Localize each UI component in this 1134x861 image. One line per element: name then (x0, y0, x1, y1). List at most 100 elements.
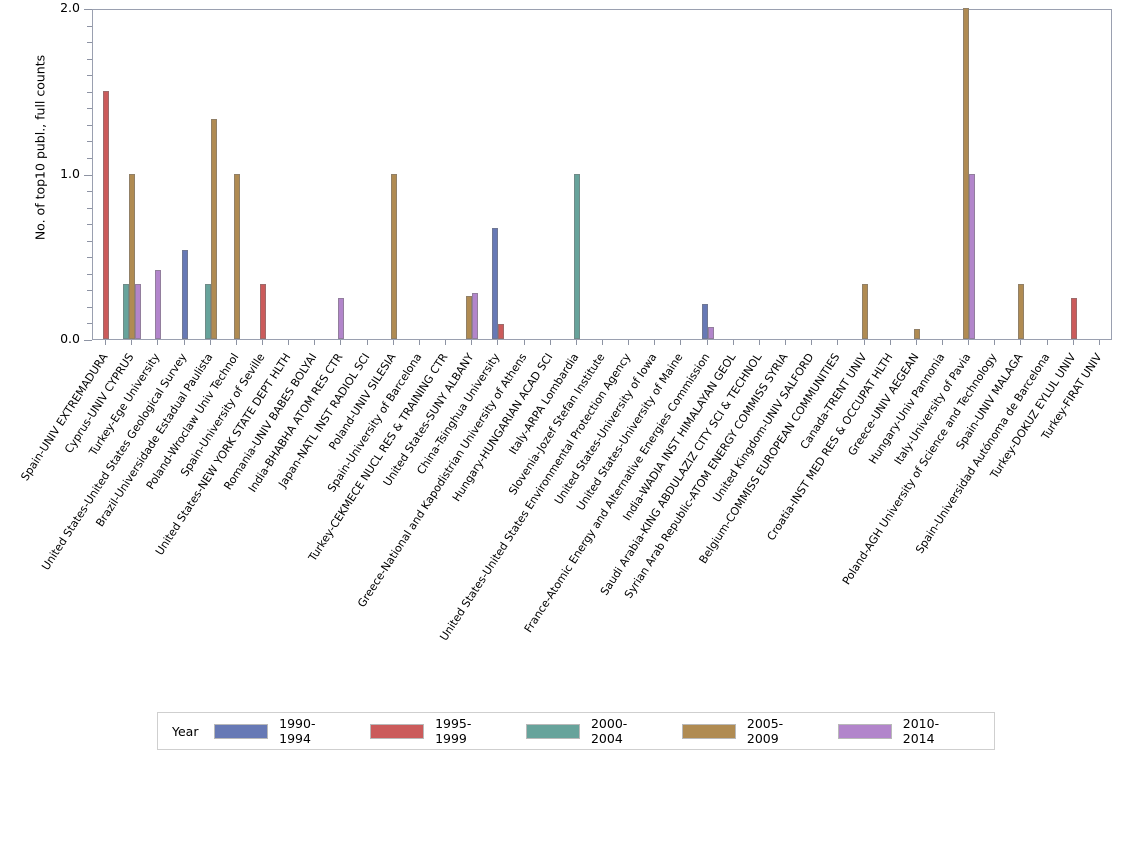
bar-group (224, 10, 250, 339)
bar-group (851, 10, 877, 339)
x-tick (915, 340, 917, 345)
legend-swatch (526, 723, 580, 739)
legend-swatch (214, 723, 269, 739)
x-tick (706, 340, 708, 345)
legend-label: 1995-1999 (435, 716, 472, 746)
bar-group (119, 10, 145, 339)
y-minor-tick (87, 323, 92, 325)
x-tick (262, 340, 263, 345)
bar (338, 297, 345, 339)
bar-group (695, 10, 721, 339)
bar-group (1061, 10, 1087, 339)
x-tick (392, 340, 394, 345)
y-tick-label: 2.0 (60, 0, 80, 15)
bar-group (904, 10, 930, 339)
legend-label: 1990-1994 (279, 716, 316, 746)
bar (492, 228, 499, 339)
bar (707, 327, 714, 339)
bar (466, 295, 473, 339)
x-tick (863, 340, 865, 345)
bar (472, 292, 479, 339)
bar (913, 329, 920, 339)
x-tick (942, 340, 943, 345)
y-tick-label: 0.0 (60, 331, 80, 346)
x-tick (680, 340, 682, 345)
x-tick (1020, 340, 1022, 345)
x-tick (235, 340, 237, 345)
x-tick (418, 340, 420, 345)
bar (155, 269, 162, 339)
plot-area (92, 8, 1112, 340)
bar-group (564, 10, 590, 339)
x-tick (314, 340, 316, 345)
bar-group (145, 10, 171, 339)
legend-item[interactable]: 2005-2009 (682, 716, 812, 746)
x-tick (785, 340, 787, 345)
legend-label: 2010-2014 (902, 716, 940, 746)
x-tick (1046, 340, 1048, 345)
x-tick (968, 340, 970, 345)
y-minor-tick (87, 290, 92, 292)
bar (390, 173, 397, 339)
legend-title: Year (172, 723, 199, 739)
y-minor-tick (87, 58, 92, 60)
bar (233, 173, 240, 339)
legend-items: 1990-1994 1995-1999 2000-2004 2005-2009 2010… (214, 716, 994, 746)
bar (963, 8, 970, 339)
legend-item[interactable]: 2010-2014 (838, 716, 968, 746)
bar (135, 284, 142, 339)
bar (103, 90, 110, 339)
bar (204, 284, 211, 339)
y-major-tick (84, 340, 92, 341)
bar-group (198, 10, 224, 339)
x-tick (105, 340, 107, 345)
legend-item[interactable]: 1995-1999 (370, 716, 500, 746)
x-tick (131, 340, 133, 345)
y-minor-tick (87, 207, 92, 209)
x-tick (340, 340, 342, 345)
bar-group (250, 10, 276, 339)
y-minor-tick (87, 75, 92, 77)
x-tick (366, 340, 368, 345)
bar-group (171, 10, 197, 339)
bar (210, 118, 217, 339)
x-tick (811, 340, 813, 345)
x-tick (288, 340, 290, 345)
x-tick (209, 340, 211, 345)
bar (573, 173, 580, 339)
bar-group (956, 8, 982, 339)
x-tick (654, 340, 656, 345)
bar (969, 173, 976, 339)
bar-group (93, 10, 119, 339)
legend-label: 2000-2004 (590, 716, 628, 746)
legend-item[interactable]: 1990-1994 (214, 716, 344, 746)
x-tick (732, 340, 734, 345)
bars-container (93, 8, 1111, 339)
y-major-tick (84, 174, 92, 176)
y-minor-tick (87, 141, 92, 143)
bar-group (328, 10, 354, 339)
bar-group (1008, 10, 1034, 339)
x-tick (602, 340, 603, 345)
y-minor-tick (87, 42, 92, 44)
x-tick (837, 340, 839, 345)
y-minor-tick (87, 306, 92, 308)
bar-group (381, 10, 407, 339)
legend-label: 2005-2009 (746, 716, 784, 746)
legend: Year 1990-1994 1995-1999 2000-2004 2005-200… (157, 712, 995, 750)
bar (1018, 284, 1025, 339)
y-minor-tick (87, 124, 92, 126)
bar (1070, 297, 1077, 339)
y-minor-tick (87, 191, 92, 193)
x-tick (1072, 340, 1074, 345)
x-tick (994, 340, 996, 345)
bar (701, 304, 708, 339)
x-tick (183, 340, 185, 345)
y-minor-tick (87, 273, 92, 275)
x-tick (549, 340, 551, 345)
x-tick (497, 340, 499, 345)
y-minor-tick (87, 224, 92, 226)
legend-item[interactable]: 2000-2004 (526, 716, 656, 746)
bar (259, 284, 266, 339)
y-minor-tick (87, 257, 92, 259)
